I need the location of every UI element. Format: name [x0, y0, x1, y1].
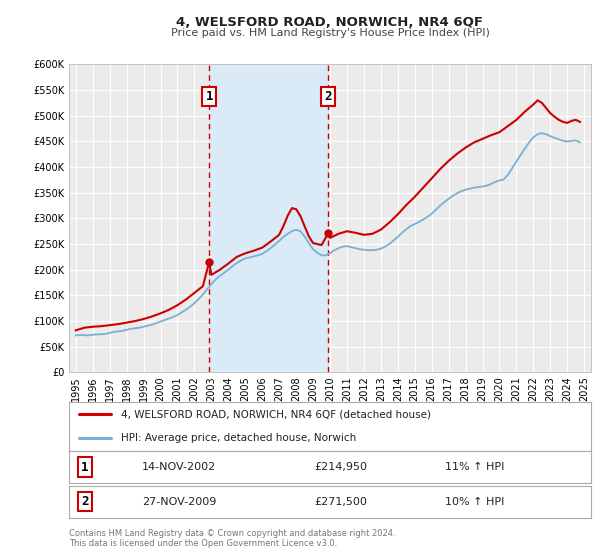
Text: 2: 2: [325, 90, 332, 103]
Text: Price paid vs. HM Land Registry's House Price Index (HPI): Price paid vs. HM Land Registry's House …: [170, 28, 490, 38]
Bar: [209, 64, 328, 372]
Text: HPI: Average price, detached house, Norwich: HPI: Average price, detached house, Norw…: [121, 433, 356, 443]
Text: 27-NOV-2009: 27-NOV-2009: [142, 497, 217, 507]
Text: Contains HM Land Registry data © Crown copyright and database right 2024.
This d: Contains HM Land Registry data © Crown c…: [69, 529, 395, 548]
Text: 1: 1: [205, 90, 213, 103]
Text: 1: 1: [81, 460, 88, 474]
Text: £271,500: £271,500: [314, 497, 367, 507]
Text: 4, WELSFORD ROAD, NORWICH, NR4 6QF (detached house): 4, WELSFORD ROAD, NORWICH, NR4 6QF (deta…: [121, 409, 431, 419]
Text: 2: 2: [81, 495, 88, 508]
Text: 4, WELSFORD ROAD, NORWICH, NR4 6QF: 4, WELSFORD ROAD, NORWICH, NR4 6QF: [176, 16, 484, 29]
Text: £214,950: £214,950: [314, 462, 367, 472]
Text: 11% ↑ HPI: 11% ↑ HPI: [445, 462, 504, 472]
Text: 14-NOV-2002: 14-NOV-2002: [142, 462, 217, 472]
Text: 10% ↑ HPI: 10% ↑ HPI: [445, 497, 504, 507]
